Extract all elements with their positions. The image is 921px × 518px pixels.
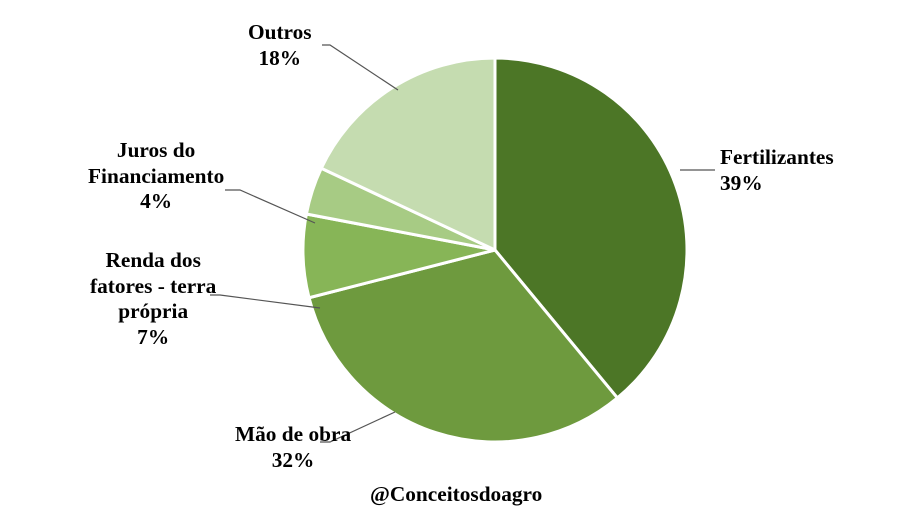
leader-line — [210, 295, 320, 308]
chart-stage: Fertilizantes39% Mão de obra32% Renda dosf… — [0, 0, 921, 518]
pie-label: Juros doFinanciamento4% — [88, 138, 224, 215]
pie-label: Mão de obra32% — [235, 422, 351, 473]
credits-text: @Conceitosdoagro — [370, 482, 542, 507]
pie-label: Outros18% — [248, 20, 312, 71]
pie-label: Fertilizantes39% — [720, 145, 834, 196]
leader-line — [225, 190, 315, 223]
pie-label: Renda dosfatores - terraprópria7% — [90, 248, 216, 350]
leader-line — [322, 45, 398, 90]
